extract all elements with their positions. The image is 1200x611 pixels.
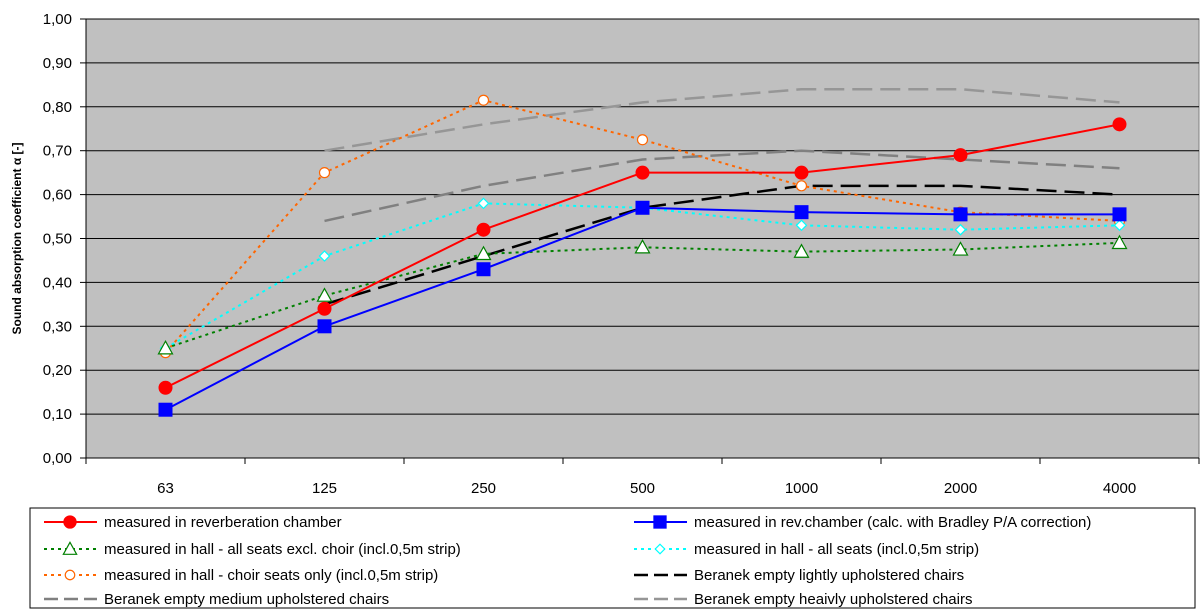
series-2 xyxy=(157,234,1128,355)
legend-item: measured in reverberation chamber xyxy=(44,514,342,531)
data-point-marker xyxy=(636,134,649,146)
series-5 xyxy=(324,184,1120,306)
y-tick-label: 0,40 xyxy=(43,274,72,291)
data-point-marker xyxy=(1112,117,1127,132)
data-point-marker xyxy=(318,250,331,262)
data-point-marker xyxy=(64,569,76,581)
data-point-marker xyxy=(794,205,809,220)
y-tick-label: 0,10 xyxy=(43,406,72,423)
legend-label: Beranek empty heaivly upholstered chairs xyxy=(694,591,972,608)
y-tick-label: 0,90 xyxy=(43,55,72,72)
legend-item: measured in hall - all seats (incl.0,5m … xyxy=(634,541,979,558)
data-point-marker xyxy=(158,402,173,417)
data-point-marker xyxy=(953,207,968,222)
data-point-marker xyxy=(317,319,332,334)
y-tick-label: 0,80 xyxy=(43,99,72,116)
data-point-marker xyxy=(635,200,650,215)
x-tick-labels: 63 125 250 500 1000 2000 4000 xyxy=(85,458,1200,497)
data-point-marker xyxy=(317,301,332,316)
legend-label: Beranek empty lightly upholstered chairs xyxy=(694,567,964,584)
data-point-marker xyxy=(476,222,491,237)
data-point-marker xyxy=(634,239,651,254)
y-axis-title: Sound absorption coefficient α [-] xyxy=(10,142,24,334)
data-point-marker xyxy=(158,380,173,395)
y-tick-label: 0,30 xyxy=(43,318,72,335)
series-7 xyxy=(324,87,1120,152)
data-point-marker xyxy=(654,543,666,555)
y-tick-label: 0,70 xyxy=(43,143,72,160)
x-tick-label: 1000 xyxy=(785,480,818,497)
data-point-marker xyxy=(635,165,650,180)
data-point-marker xyxy=(1111,234,1128,250)
series-1 xyxy=(158,200,1127,417)
legend-item: Beranek empty lightly upholstered chairs xyxy=(634,567,964,584)
y-tick-label: 0,20 xyxy=(43,362,72,379)
y-tick-labels: 0,00 0,10 0,20 0,30 0,40 0,50 0,60 0,70 0,80 0,90… xyxy=(43,11,86,467)
legend-label: measured in rev.chamber (calc. with Brad… xyxy=(694,514,1091,531)
data-point-marker xyxy=(318,167,331,179)
x-tick-label: 63 xyxy=(157,480,174,497)
data-point-marker xyxy=(653,515,667,529)
data-point-marker xyxy=(793,243,810,258)
data-point-marker xyxy=(477,197,490,210)
series-line xyxy=(324,87,1120,152)
x-tick-label: 4000 xyxy=(1103,480,1136,497)
legend-item: measured in hall - all seats excl. choir… xyxy=(44,541,461,558)
x-tick-label: 250 xyxy=(471,480,496,497)
legend-label: measured in reverberation chamber xyxy=(104,514,342,531)
data-point-marker xyxy=(1112,207,1127,222)
x-tick-label: 125 xyxy=(312,480,337,497)
plot-area xyxy=(85,18,1200,459)
data-point-marker xyxy=(954,223,967,236)
series-line xyxy=(324,149,1120,223)
legend-label: Beranek empty medium upholstered chairs xyxy=(104,591,389,608)
y-tick-label: 1,00 xyxy=(43,11,72,28)
data-point-marker xyxy=(475,245,492,261)
legend-item: measured in rev.chamber (calc. with Brad… xyxy=(634,514,1091,531)
data-point-marker xyxy=(795,219,808,232)
data-point-marker xyxy=(63,515,77,529)
legend: measured in reverberation chamber measure… xyxy=(29,507,1196,609)
data-point-marker xyxy=(952,241,969,256)
legend-item: measured in hall - choir seats only (inc… xyxy=(44,567,438,584)
data-point-marker xyxy=(1113,219,1126,232)
legend-item: Beranek empty medium upholstered chairs xyxy=(44,591,389,608)
data-point-marker xyxy=(953,148,968,163)
y-tick-label: 0,00 xyxy=(43,450,72,467)
legend-box xyxy=(29,507,1196,609)
data-point-marker xyxy=(157,340,174,355)
data-point-marker xyxy=(316,287,333,302)
x-tick-label: 500 xyxy=(630,480,655,497)
data-point-marker xyxy=(62,541,78,555)
series-line xyxy=(324,184,1120,306)
legend-label: measured in hall - all seats (incl.0,5m … xyxy=(694,541,979,558)
legend-label: measured in hall - choir seats only (inc… xyxy=(104,567,438,584)
y-tick-label: 0,60 xyxy=(43,187,72,204)
legend-label: measured in hall - all seats excl. choir… xyxy=(104,541,461,558)
data-point-marker xyxy=(476,262,491,277)
x-tick-label: 2000 xyxy=(944,480,977,497)
series-0 xyxy=(158,117,1127,395)
series-6 xyxy=(324,149,1120,223)
legend-item: Beranek empty heaivly upholstered chairs xyxy=(634,591,972,608)
data-point-marker xyxy=(795,180,808,192)
y-tick-label: 0,50 xyxy=(43,231,72,248)
data-point-marker xyxy=(477,94,490,106)
data-point-marker xyxy=(794,165,809,180)
